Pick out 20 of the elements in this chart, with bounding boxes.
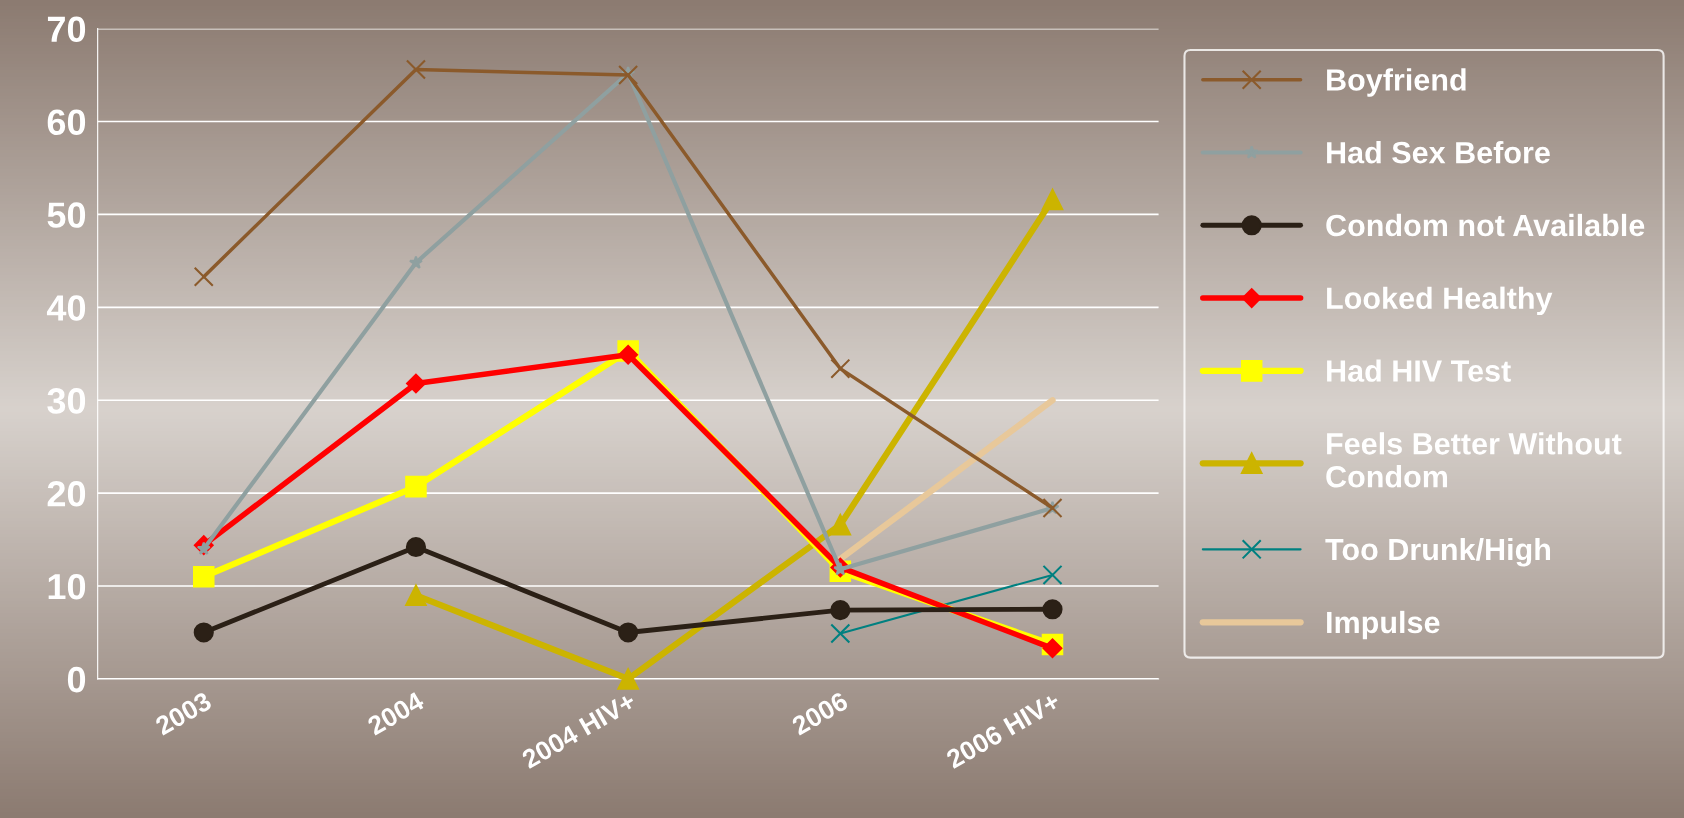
- x-tick-label: 2006 HIV+: [945, 691, 1062, 770]
- y-tick-label: 20: [47, 481, 86, 507]
- legend-label: Boyfriend: [1327, 68, 1466, 97]
- x-tick-label: 2004: [366, 690, 426, 736]
- y-tick-label: 50: [47, 202, 86, 228]
- y-tick-label: 40: [46, 295, 86, 321]
- legend-label: Had HIV Test: [1327, 359, 1511, 382]
- legend-label: Had Sex Before: [1327, 141, 1550, 164]
- legend-label: Condom not Available: [1326, 213, 1645, 237]
- x-tick-label: 2004 HIV+: [520, 691, 637, 770]
- legend-label: Looked Healthy: [1327, 286, 1553, 316]
- y-tick-label: 70: [47, 16, 86, 43]
- y-tick-label: 0: [67, 666, 86, 693]
- x-tick-label: 2003: [154, 691, 213, 736]
- x-tick-label: 2006: [790, 691, 850, 736]
- legend-label: Impulse: [1327, 610, 1440, 640]
- legend-label: Feels Better Without Condom: [1326, 432, 1622, 488]
- y-tick-label: 60: [47, 109, 86, 135]
- y-tick-label: 10: [48, 573, 86, 600]
- legend-label: Too Drunk/High: [1325, 537, 1551, 567]
